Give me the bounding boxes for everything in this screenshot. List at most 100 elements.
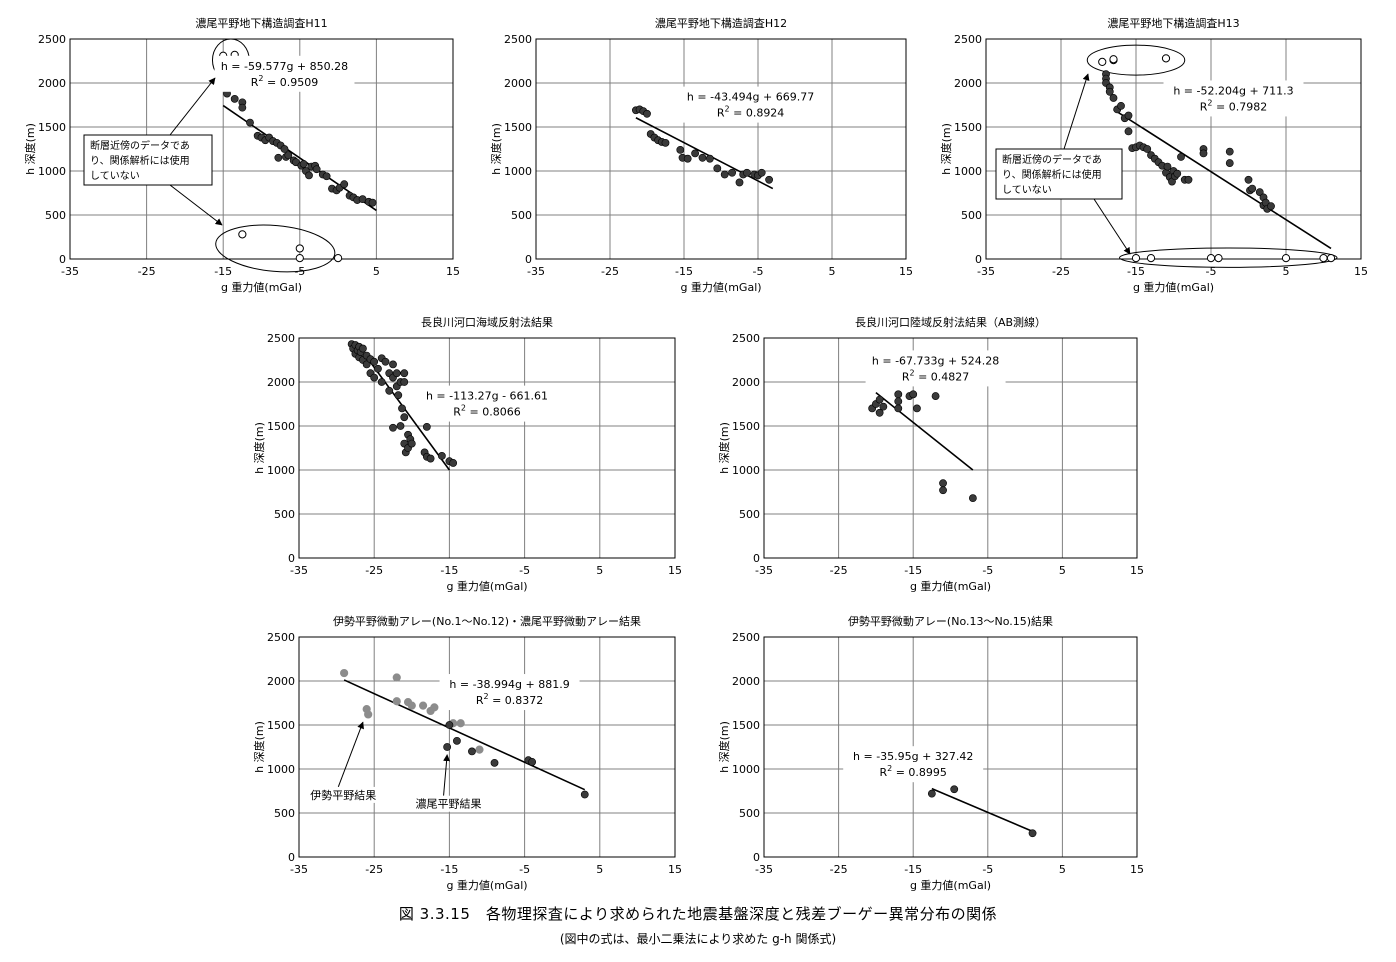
data-point [1248,184,1257,193]
figure-caption: 図 3.3.15 各物理探査により求められた地震基盤深度と残差ブーゲー異常分布の… [398,905,998,923]
excluded-group-ellipse [1086,44,1186,76]
y-tick-label: 500 [274,508,295,521]
data-point [939,479,947,488]
x-tick-label: 5 [1059,863,1066,876]
x-tick-label: -25 [138,265,156,278]
y-tick-label: 1000 [267,464,295,477]
data-point [400,378,409,386]
data-point [396,422,405,430]
x-tick-label: -25 [830,564,848,577]
annotation-arrow [169,77,216,136]
data-point [1105,87,1114,96]
x-tick-label: -25 [830,863,848,876]
y-tick-label: 500 [511,209,532,222]
x-axis-label: g 重力値(mGal) [910,579,991,593]
chart-title: 濃尾平野地下構造調査H11 [195,16,327,30]
data-point [735,178,744,187]
y-tick-label: 1500 [954,121,982,134]
x-tick-label: -35 [527,265,545,278]
data-point [894,397,903,406]
x-tick-label: 15 [899,265,913,278]
data-point-ise [418,701,428,710]
excluded-data-point [1326,254,1336,263]
data-point [1177,153,1185,161]
excluded-data-point [1214,254,1223,263]
annotation-text: 断層近傍のデータであ [1002,153,1102,166]
plot-frame [763,636,1138,858]
y-axis-label: h 深度(m) [489,123,503,175]
x-tick-label: -25 [601,265,619,278]
excluded-data-point [1281,254,1291,263]
excluded-data-point [334,254,343,263]
chart-title: 長良川河口陸域反射法結果（AB測線） [855,315,1046,329]
annotation-text: り、関係解析には使用 [90,154,190,167]
annotation-box [995,148,1123,200]
data-point-ise [392,673,401,682]
data-point [1184,175,1193,184]
data-point [1244,175,1253,184]
data-point [1117,101,1125,110]
data-point [392,369,401,378]
chart-title: 長良川河口海域反射法結果 [421,315,553,329]
data-point [676,145,685,154]
y-tick-label: 1500 [38,121,66,134]
x-tick-label: -35 [977,265,995,278]
x-tick-label: -15 [675,265,693,278]
chart-7: 0 500 1000 1500 2000 2500 -35 -25 -15 -5 5 15 伊勢平野微動… [717,614,1144,892]
x-tick-label: -25 [1052,265,1070,278]
annotation-arrow [169,184,223,226]
plot-frame [985,38,1362,260]
x-tick-label: 5 [829,265,836,278]
data-point [377,378,386,386]
y-tick-label: 0 [288,851,295,864]
excluded-group-ellipse [215,224,336,273]
data-point [1225,159,1234,167]
regression-equation: h = -43.494g + 669.77 [687,91,814,104]
excluded-data-point [295,244,304,253]
y-axis-label: h 深度(m) [717,422,731,474]
data-point [913,404,921,413]
data-point [422,422,431,431]
data-point [443,743,452,751]
data-point [490,758,499,767]
data-point [370,373,379,382]
y-tick-label: 1500 [732,420,760,433]
y-axis-label: h 深度(m) [23,123,37,175]
y-tick-label: 1000 [954,165,982,178]
y-tick-label: 0 [753,851,760,864]
regression-line [635,117,774,190]
x-tick-label: -15 [214,265,232,278]
data-point [950,785,959,794]
data-point [246,118,254,127]
data-point [1124,111,1133,120]
r-squared: R2 = 0.7982 [1200,98,1267,113]
data-point [968,494,977,503]
data-point-ise [407,701,416,710]
data-point [280,145,289,153]
x-axis-label: g 重力値(mGal) [1133,280,1214,294]
y-tick-label: 500 [961,209,982,222]
y-axis-label: h 深度(m) [252,721,266,773]
equation-background [214,55,355,92]
plot-frame [69,38,454,260]
x-tick-label: 15 [446,265,460,278]
data-point-ise [364,710,373,719]
y-tick-label: 1000 [732,763,760,776]
y-tick-label: 2500 [267,631,295,644]
regression-equation: h = -59.577g + 850.28 [221,60,348,73]
data-point [299,160,308,168]
chart-title: 濃尾平野地下構造調査H12 [655,16,787,30]
y-tick-label: 0 [975,253,982,266]
x-axis-label: g 重力値(mGal) [910,878,991,892]
callout-arrow [443,754,451,796]
x-tick-label: 15 [668,564,682,577]
y-tick-label: 2500 [954,33,982,46]
y-tick-label: 2500 [504,33,532,46]
plot-frame [298,636,676,858]
r-squared: R2 = 0.8372 [476,692,543,707]
y-tick-label: 2000 [732,675,760,688]
data-point [322,172,331,181]
callout-background [308,786,385,803]
annotation-box [83,134,213,186]
